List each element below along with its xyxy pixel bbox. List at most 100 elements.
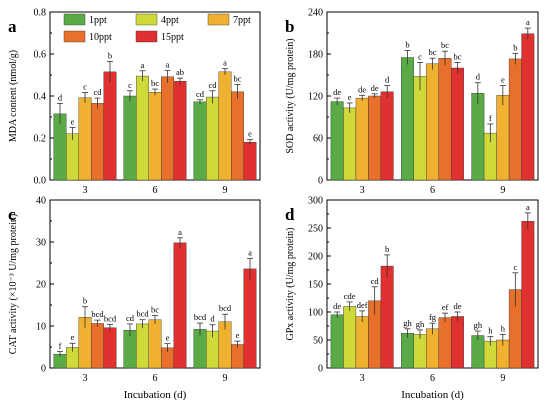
panel-b-bar xyxy=(426,63,439,181)
panel-c-ytick-label: 10 xyxy=(36,322,46,333)
panel-b-xtick-label: 9 xyxy=(500,185,505,196)
panel-a-xtick-label: 6 xyxy=(153,185,158,196)
panel-b-bar xyxy=(438,58,452,181)
panel-d-ylabel: GPx activity (U/mg protein) xyxy=(285,227,296,340)
panel-d-ytick-label: 150 xyxy=(308,280,323,291)
panel-a-significance-letter: a xyxy=(223,58,227,68)
panel-a-bar xyxy=(243,141,257,181)
panel-a-letter: a xyxy=(8,17,17,36)
panel-a-ytick-label: 0.6 xyxy=(34,50,47,61)
panel-c-xtick-label: 3 xyxy=(83,373,88,384)
panel-b-significance-letter: c xyxy=(418,51,422,61)
panel-c-bar xyxy=(103,327,117,369)
panel-a-ylabel: MDA content (nmol/g) xyxy=(8,50,19,142)
legend-label: 4ppt xyxy=(161,15,179,26)
panel-d-bar xyxy=(413,334,427,369)
panel-a-significance-letter: a xyxy=(166,59,170,69)
panel-c-ytick-label: 0 xyxy=(41,364,46,375)
panel-d-ytick-label: 300 xyxy=(308,196,323,207)
panel-d-significance-letter: gh xyxy=(403,318,412,328)
panel-a-bar xyxy=(193,101,207,181)
panel-c-significance-letter: a xyxy=(248,247,252,257)
panel-d-xlabel: Incubation (d) xyxy=(401,389,464,401)
panel-c-significance-letter: f xyxy=(59,341,62,351)
panel-d-bar xyxy=(380,265,394,369)
panel-a-bar xyxy=(173,81,187,181)
panel-d-bar xyxy=(355,316,369,369)
legend-label: 1ppt xyxy=(89,15,107,26)
panel-c-ylabel: CAT activity (×10⁻³ U/mg protein) xyxy=(8,214,19,354)
panel-c-significance-letter: a xyxy=(178,227,182,237)
panel-d-bar xyxy=(521,221,535,369)
panel-b-significance-letter: e xyxy=(348,92,352,102)
panel-c-significance-letter: bcd xyxy=(194,312,207,322)
panel-b-bar xyxy=(471,92,485,181)
panel-a-significance-letter: bc xyxy=(233,73,241,83)
panel-b-ytick-label: 60 xyxy=(313,134,323,145)
panel-b-significance-letter: de xyxy=(371,83,379,93)
legend-label: 7ppt xyxy=(233,15,251,26)
panel-b-significance-letter: d xyxy=(385,75,390,85)
panel-b-ytick-label: 120 xyxy=(308,92,323,103)
panel-b-bar xyxy=(508,58,522,181)
panel-a-ytick-label: 0.4 xyxy=(34,92,47,103)
panel-d-xtick-label: 3 xyxy=(360,373,365,384)
legend-swatch xyxy=(63,13,86,26)
panel-c-bar xyxy=(173,242,187,369)
panel-a-ytick-label: 0.2 xyxy=(34,134,47,145)
panel-d-significance-letter: de xyxy=(333,301,341,311)
panel-c-bar xyxy=(243,268,257,369)
panel-d-xtick-label: 9 xyxy=(500,373,505,384)
panel-b-ytick-label: 0 xyxy=(318,176,323,187)
panel-a-significance-letter: d xyxy=(58,92,63,102)
panel-b-bar xyxy=(343,107,357,181)
panel-c-xtick-label: 9 xyxy=(223,373,228,384)
panel-a-bar xyxy=(123,95,137,181)
panel-c-bar xyxy=(231,344,244,369)
panel-d-significance-letter: cde xyxy=(344,291,356,301)
panel-a-significance-letter: a xyxy=(141,60,145,70)
panel-b-ytick-label: 180 xyxy=(308,50,323,61)
panel-c-ytick-label: 40 xyxy=(36,196,46,207)
panel-d-significance-letter: h xyxy=(488,326,493,336)
legend-label: 10ppt xyxy=(89,32,112,43)
legend-swatch xyxy=(135,30,158,43)
panel-a-ytick-label: 0.8 xyxy=(34,8,47,19)
panel-a-significance-letter: c xyxy=(83,81,87,91)
panel-c-xtick-label: 6 xyxy=(153,373,158,384)
panel-a-bar xyxy=(91,103,104,181)
panel-c-significance-letter: cd xyxy=(126,313,135,323)
panel-d-significance-letter: c xyxy=(513,262,517,272)
panel-c-letter: c xyxy=(8,205,16,224)
panel-c-bar xyxy=(148,319,162,369)
panel-d-significance-letter: gh xyxy=(416,319,425,329)
panel-c-significance-letter: b xyxy=(83,296,87,306)
panel-d-ytick-label: 100 xyxy=(308,308,323,319)
panel-b-bar xyxy=(355,97,369,181)
panel-c-significance-letter: e xyxy=(166,333,170,343)
panel-a-significance-letter: cd xyxy=(93,87,102,97)
panel-a-bar xyxy=(148,92,162,181)
panel-a-bar xyxy=(218,71,232,181)
panel-c-significance-letter: e xyxy=(236,330,240,340)
panel-d-bar xyxy=(451,316,464,369)
panel-a-bar xyxy=(103,71,117,181)
panel-b-letter: b xyxy=(285,17,294,36)
panel-b-ytick-label: 240 xyxy=(308,8,323,19)
panel-d-bar xyxy=(343,306,357,369)
panel-c-significance-letter: bcd xyxy=(136,309,149,319)
panel-c-significance-letter: bcd xyxy=(104,313,117,323)
panel-d-significance-letter: fg xyxy=(429,312,437,322)
legend-label: 15ppt xyxy=(161,32,184,43)
panel-b-bar xyxy=(413,76,427,181)
panel-a-bar xyxy=(231,91,244,181)
panel-d-significance-letter: de xyxy=(453,301,461,311)
panel-d-ytick-label: 250 xyxy=(308,224,323,235)
panel-d-significance-letter: h xyxy=(501,323,506,333)
panel-d-xtick-label: 6 xyxy=(430,373,435,384)
panel-b-bar xyxy=(401,57,414,181)
legend-swatch xyxy=(135,13,158,26)
panel-c-bar xyxy=(91,323,104,369)
panel-a-bar xyxy=(66,133,79,181)
panel-a-bar xyxy=(161,76,174,181)
